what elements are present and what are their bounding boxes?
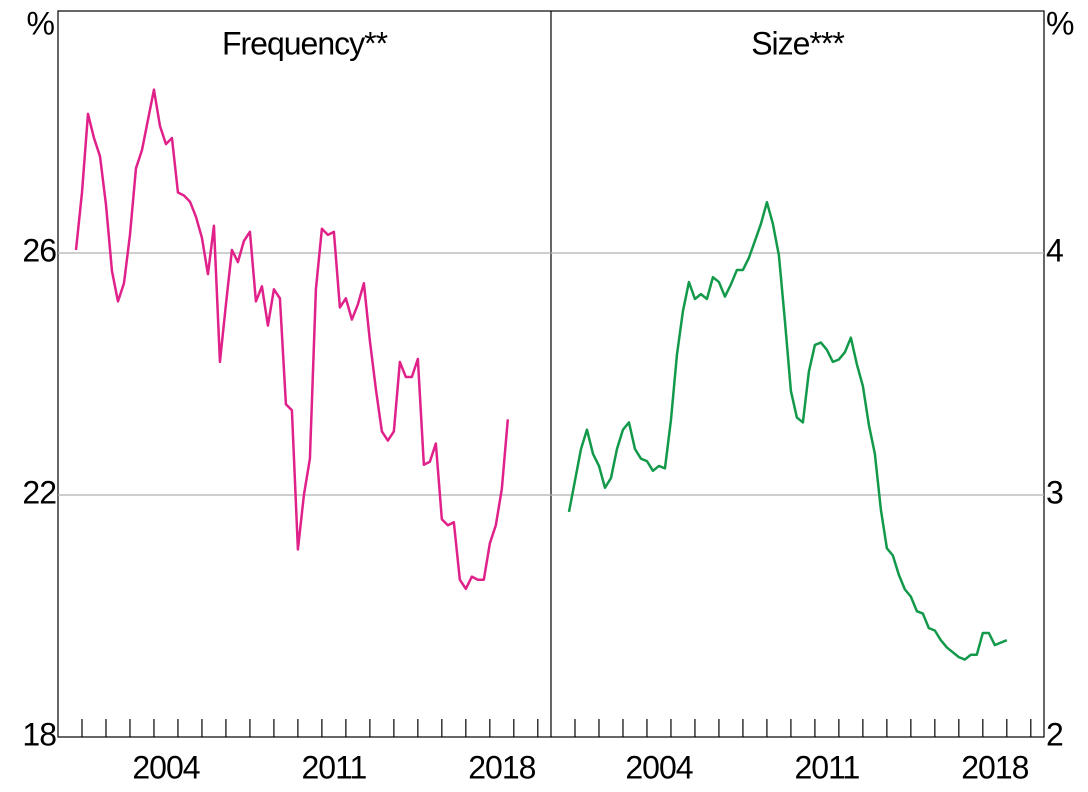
y-tick-label: 3 <box>1046 474 1063 510</box>
x-tick-label: 2018 <box>961 749 1028 785</box>
y-tick-label: 26 <box>22 232 56 268</box>
y-tick-label: 4 <box>1046 232 1063 268</box>
y-unit: % <box>27 5 55 41</box>
data-line <box>74 88 510 591</box>
x-tick-label: 2011 <box>794 749 859 785</box>
panel-title: Frequency** <box>222 25 388 61</box>
y-tick-label: 18 <box>22 716 56 752</box>
panel-title: Size*** <box>751 25 844 61</box>
data-line <box>567 200 1008 661</box>
x-tick-label: 2004 <box>132 749 199 785</box>
y-tick-label: 2 <box>1046 716 1063 752</box>
x-tick-label: 2018 <box>468 749 535 785</box>
y-unit: % <box>1046 5 1074 41</box>
x-tick-label: 2004 <box>625 749 692 785</box>
y-tick-label: 22 <box>22 474 56 510</box>
x-tick-label: 2011 <box>301 749 366 785</box>
